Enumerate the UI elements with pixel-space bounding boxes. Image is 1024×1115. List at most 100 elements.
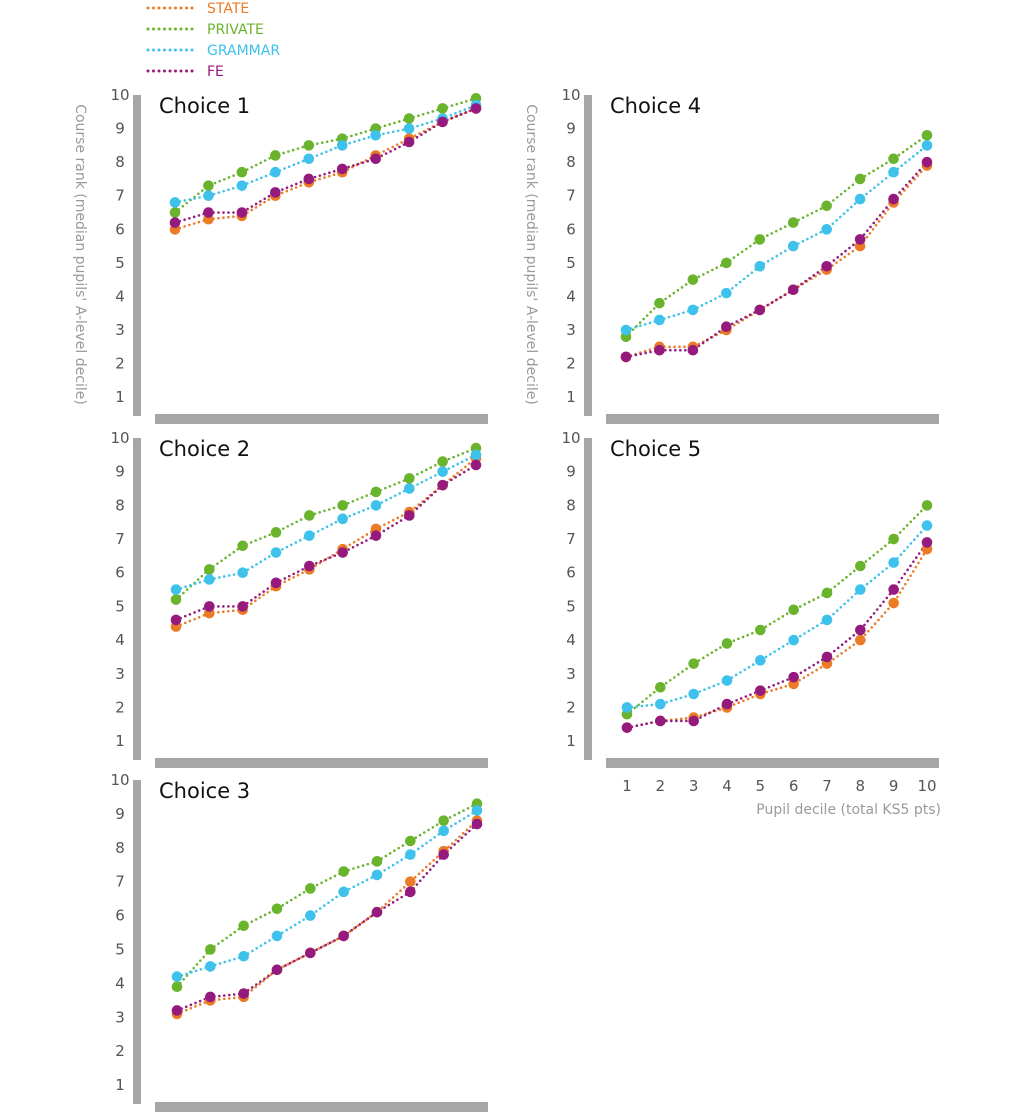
- data-point-fe: [203, 207, 214, 218]
- data-point-fe: [620, 351, 632, 363]
- y-tick-label: 5: [566, 254, 576, 272]
- data-point-private: [821, 200, 832, 212]
- data-point-grammar: [437, 466, 448, 477]
- chart-panel-2: 1 2 3 4 5 6 7 8 9 10 Choice 2: [110, 429, 488, 768]
- data-point-private: [271, 903, 283, 915]
- y-axis-label: Course rank (median pupils' A-level deci…: [72, 104, 88, 405]
- data-point-fe: [688, 715, 699, 727]
- data-point-grammar: [787, 240, 799, 252]
- series-line-state: [174, 456, 478, 628]
- data-point-grammar: [170, 584, 182, 595]
- data-point-fe: [236, 207, 248, 218]
- data-point-private: [788, 604, 799, 616]
- x-tick-label: 10: [917, 777, 936, 795]
- y-tick-label: 8: [115, 153, 125, 171]
- data-point-private: [270, 150, 281, 161]
- data-point-fe: [404, 510, 415, 521]
- data-point-fe: [370, 530, 382, 541]
- y-tick-label: 3: [115, 321, 125, 339]
- data-point-fe: [437, 479, 448, 491]
- data-point-private: [371, 856, 383, 867]
- data-point-fe: [921, 537, 933, 548]
- data-point-private: [305, 883, 316, 894]
- data-point-fe: [371, 906, 383, 918]
- y-tick-label: 1: [566, 388, 576, 406]
- data-point-private: [688, 658, 699, 669]
- data-point-grammar: [203, 190, 214, 202]
- data-point-private: [303, 140, 315, 151]
- data-point-private: [403, 113, 415, 124]
- data-point-grammar: [821, 614, 833, 626]
- data-point-grammar: [721, 675, 733, 686]
- y-tick-label: 3: [115, 1008, 125, 1026]
- data-point-fe: [270, 577, 282, 589]
- data-point-private: [270, 527, 282, 538]
- data-point-grammar: [270, 547, 282, 558]
- data-point-private: [204, 564, 215, 575]
- data-point-fe: [721, 698, 733, 710]
- data-point-fe: [470, 103, 482, 114]
- data-point-private: [921, 500, 933, 511]
- y-tick-label: 8: [115, 496, 125, 514]
- y-tick-label: 7: [566, 530, 576, 548]
- x-tick-label: 9: [889, 777, 899, 795]
- data-point-grammar: [620, 324, 632, 336]
- data-point-fe: [370, 153, 381, 165]
- y-tick-label: 8: [115, 839, 125, 857]
- data-point-private: [721, 638, 733, 649]
- data-point-private: [304, 510, 315, 521]
- x-axis-bar: [155, 1102, 488, 1112]
- y-tick-label: 6: [566, 220, 576, 238]
- data-point-fe: [205, 991, 216, 1003]
- x-axis-bar: [155, 414, 488, 424]
- y-tick-label: 9: [566, 120, 576, 138]
- data-point-fe: [304, 560, 315, 572]
- series-line-fe: [173, 107, 478, 224]
- series-line-grammar: [173, 103, 478, 204]
- series-line-state: [625, 547, 929, 729]
- chart-title: Choice 1: [159, 94, 250, 118]
- y-tick-label: 6: [115, 564, 125, 582]
- y-tick-label: 10: [110, 771, 129, 789]
- legend-label-grammar: GRAMMAR: [207, 43, 280, 59]
- x-tick-label: 8: [856, 777, 866, 795]
- data-point-fe: [270, 187, 281, 198]
- chart-title: Choice 3: [159, 779, 250, 803]
- data-point-private: [921, 129, 933, 141]
- data-point-fe: [471, 818, 483, 830]
- y-tick-label: 10: [561, 429, 580, 447]
- y-axis-label: Course rank (median pupils' A-level deci…: [523, 104, 539, 405]
- y-axis-bar: [584, 438, 592, 760]
- data-point-private: [821, 587, 833, 599]
- data-point-grammar: [921, 140, 933, 151]
- data-point-grammar: [238, 950, 249, 962]
- data-point-grammar: [236, 180, 248, 191]
- data-point-fe: [655, 715, 666, 727]
- series-line-private: [624, 133, 929, 339]
- data-point-fe: [754, 304, 766, 316]
- data-point-private: [205, 944, 216, 955]
- chart-title: Choice 5: [610, 437, 701, 461]
- y-tick-label: 1: [115, 388, 125, 406]
- y-tick-label: 5: [115, 940, 125, 958]
- series-line-private: [175, 802, 479, 989]
- data-point-grammar: [721, 287, 732, 299]
- data-point-grammar: [405, 849, 416, 860]
- data-point-fe: [336, 163, 348, 175]
- data-point-grammar: [271, 930, 283, 942]
- y-tick-label: 10: [110, 86, 129, 104]
- y-tick-label: 7: [115, 530, 125, 548]
- y-tick-label: 7: [115, 187, 125, 205]
- data-point-grammar: [888, 557, 899, 568]
- data-point-fe: [237, 601, 248, 612]
- data-point-private: [236, 166, 248, 178]
- data-point-grammar: [788, 634, 799, 646]
- data-point-grammar: [270, 166, 281, 178]
- legend: STATE PRIVATE GRAMMAR FE: [146, 1, 280, 80]
- data-point-grammar: [371, 869, 383, 881]
- data-point-grammar: [655, 698, 666, 710]
- data-point-fe: [303, 173, 315, 185]
- data-point-grammar: [755, 655, 766, 666]
- data-point-grammar: [921, 520, 933, 531]
- data-point-grammar: [654, 314, 665, 326]
